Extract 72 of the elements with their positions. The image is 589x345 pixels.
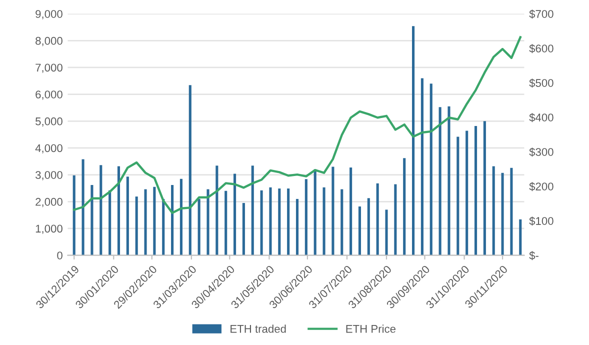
- bar: [367, 198, 370, 256]
- bar: [180, 178, 182, 256]
- bar: [314, 169, 316, 256]
- y-tick-label: 2,000: [36, 198, 62, 208]
- bar: [117, 166, 120, 256]
- bar: [358, 206, 361, 256]
- bar: [126, 176, 129, 256]
- bar: [100, 165, 102, 256]
- y2-tick-label: $500: [529, 78, 554, 88]
- y-tick-label: 5,000: [36, 117, 62, 127]
- bar: [287, 188, 290, 256]
- legend-label: ETH Price: [346, 324, 396, 333]
- bar: [153, 186, 156, 256]
- bar: [233, 174, 236, 256]
- bar: [304, 179, 308, 256]
- bar: [162, 198, 165, 256]
- y-tick-label: 4,000: [35, 144, 62, 154]
- bar: [198, 198, 200, 256]
- bar: [251, 166, 254, 256]
- bar: [385, 210, 388, 256]
- bar: [420, 78, 424, 256]
- bar: [72, 175, 76, 256]
- y-tick-label: 3,000: [35, 171, 62, 180]
- bar: [216, 166, 218, 256]
- y-tick-label: 1,000: [36, 224, 62, 234]
- bar: [188, 85, 192, 256]
- y-tick-label: 9,000: [36, 10, 62, 20]
- bar: [501, 172, 504, 256]
- bar: [412, 26, 415, 256]
- y-tick-label: 0: [57, 252, 62, 260]
- bar: [90, 184, 94, 256]
- bar: [135, 196, 138, 256]
- y2-tick-label: $100: [529, 216, 554, 226]
- bar: [108, 190, 112, 256]
- bar: [456, 136, 460, 256]
- bar: [260, 190, 263, 256]
- bar: [376, 183, 379, 256]
- bar: [242, 202, 245, 256]
- bar: [350, 168, 352, 256]
- bar: [430, 84, 432, 256]
- y2-tick-label: $700: [529, 10, 554, 19]
- bar: [510, 168, 513, 256]
- bar: [332, 166, 334, 256]
- y2-tick-label: $400: [529, 113, 554, 122]
- bar: [519, 219, 522, 256]
- bar: [296, 198, 299, 256]
- bar: [448, 106, 450, 256]
- bar: [322, 187, 326, 256]
- bar: [403, 158, 406, 256]
- bar: [82, 159, 84, 256]
- bar: [340, 189, 344, 256]
- bar: [278, 188, 281, 256]
- bar: [269, 187, 272, 256]
- bar: [206, 189, 210, 256]
- bar: [466, 130, 468, 256]
- bar: [394, 184, 397, 256]
- bar: [438, 107, 442, 256]
- bar: [474, 126, 478, 256]
- y-tick-label: 6,000: [36, 90, 62, 100]
- line-series: [73, 36, 522, 214]
- bar: [492, 166, 495, 256]
- bar: [483, 121, 486, 256]
- bar: [144, 189, 147, 256]
- legend-label: ETH traded: [230, 324, 286, 333]
- y2-tick-label: $200: [529, 182, 554, 192]
- y-tick-label: 8,000: [36, 36, 62, 46]
- bar: [171, 184, 174, 256]
- y-tick-label: 7,000: [36, 64, 62, 73]
- y2-tick-label: $600: [529, 44, 554, 54]
- y2-tick-label: $300: [529, 148, 554, 157]
- bar: [224, 190, 228, 256]
- y2-tick-label: $-: [529, 251, 538, 260]
